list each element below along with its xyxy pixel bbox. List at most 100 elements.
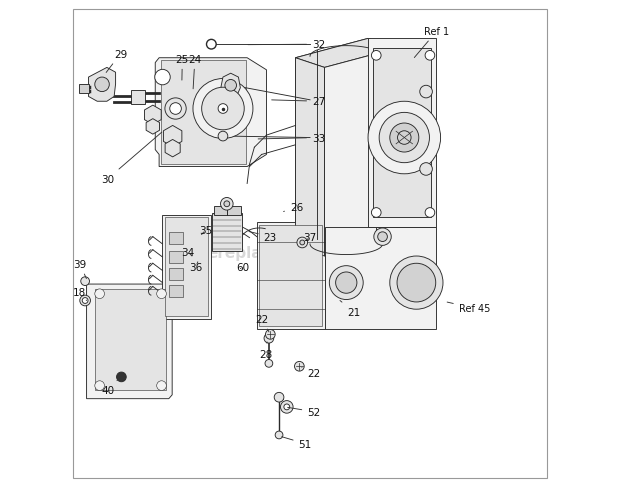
- Circle shape: [80, 296, 91, 306]
- Circle shape: [335, 272, 357, 294]
- Text: 40: 40: [101, 379, 118, 395]
- Circle shape: [95, 289, 104, 299]
- Bar: [79, 85, 89, 93]
- Bar: [161, 61, 246, 165]
- Circle shape: [378, 232, 388, 242]
- Text: 51: 51: [281, 437, 312, 449]
- Text: 29: 29: [106, 50, 127, 73]
- Text: 24: 24: [188, 55, 202, 90]
- Polygon shape: [212, 214, 242, 252]
- Bar: [165, 218, 208, 317]
- Polygon shape: [144, 106, 161, 125]
- Text: 22: 22: [255, 314, 269, 332]
- Text: 27: 27: [272, 97, 326, 107]
- Polygon shape: [257, 223, 324, 329]
- Polygon shape: [89, 68, 115, 102]
- Circle shape: [224, 201, 230, 207]
- Circle shape: [374, 228, 391, 246]
- Text: 52: 52: [288, 407, 321, 417]
- Circle shape: [280, 401, 293, 413]
- Polygon shape: [296, 39, 368, 247]
- Circle shape: [265, 360, 273, 367]
- Circle shape: [274, 393, 284, 402]
- Circle shape: [329, 266, 363, 300]
- Circle shape: [155, 70, 170, 86]
- Circle shape: [420, 163, 432, 176]
- Circle shape: [95, 381, 104, 391]
- Bar: [169, 252, 184, 264]
- Circle shape: [82, 298, 88, 304]
- Circle shape: [275, 431, 283, 439]
- Circle shape: [425, 208, 435, 218]
- Polygon shape: [221, 74, 241, 102]
- Circle shape: [300, 241, 304, 245]
- Text: 33: 33: [258, 133, 326, 143]
- Text: 22: 22: [302, 368, 321, 378]
- Polygon shape: [368, 39, 436, 227]
- Circle shape: [297, 238, 308, 248]
- Circle shape: [221, 198, 233, 211]
- Circle shape: [170, 104, 182, 115]
- Circle shape: [165, 99, 186, 120]
- Text: Ref 1: Ref 1: [414, 27, 450, 59]
- Text: 18: 18: [73, 287, 87, 301]
- Text: 25: 25: [175, 55, 189, 81]
- Circle shape: [265, 330, 275, 339]
- Circle shape: [425, 51, 435, 61]
- Text: 60: 60: [237, 262, 250, 272]
- Text: 35: 35: [199, 226, 212, 235]
- Polygon shape: [146, 120, 159, 135]
- Text: ereplacementparts.com: ereplacementparts.com: [208, 245, 412, 260]
- Circle shape: [81, 277, 89, 286]
- Circle shape: [368, 102, 441, 174]
- Polygon shape: [165, 140, 180, 158]
- Circle shape: [95, 78, 109, 92]
- Circle shape: [193, 79, 253, 139]
- Text: 37: 37: [303, 232, 317, 242]
- Text: 21: 21: [340, 301, 360, 317]
- Circle shape: [284, 404, 290, 410]
- Polygon shape: [155, 59, 267, 167]
- Bar: [131, 91, 144, 105]
- Bar: [95, 289, 166, 391]
- Circle shape: [420, 86, 432, 99]
- Circle shape: [264, 333, 273, 343]
- Circle shape: [390, 124, 419, 153]
- Bar: [169, 269, 184, 281]
- Circle shape: [157, 289, 166, 299]
- Circle shape: [397, 132, 411, 145]
- Circle shape: [218, 132, 228, 142]
- Bar: [259, 225, 322, 326]
- Text: 26: 26: [283, 202, 303, 212]
- Text: 39: 39: [73, 259, 86, 279]
- Text: 34: 34: [182, 248, 195, 257]
- Polygon shape: [296, 59, 324, 257]
- Text: Ref 45: Ref 45: [447, 302, 490, 314]
- Bar: [169, 286, 184, 298]
- Circle shape: [117, 372, 126, 382]
- Text: 32: 32: [248, 40, 326, 50]
- Circle shape: [371, 208, 381, 218]
- Bar: [373, 49, 431, 218]
- Polygon shape: [87, 285, 172, 399]
- Polygon shape: [164, 126, 182, 148]
- Polygon shape: [324, 227, 436, 329]
- Bar: [169, 232, 184, 244]
- Bar: [215, 207, 241, 215]
- Circle shape: [225, 80, 236, 92]
- Circle shape: [294, 362, 304, 371]
- Text: 23: 23: [249, 232, 277, 242]
- Text: 36: 36: [189, 262, 203, 272]
- Circle shape: [397, 264, 436, 302]
- Circle shape: [371, 51, 381, 61]
- Circle shape: [218, 105, 228, 114]
- Circle shape: [379, 113, 430, 163]
- Polygon shape: [296, 39, 397, 68]
- Text: 28: 28: [259, 342, 272, 359]
- Circle shape: [157, 381, 166, 391]
- Polygon shape: [324, 49, 397, 257]
- Circle shape: [202, 88, 244, 131]
- Bar: [162, 215, 211, 319]
- Text: 30: 30: [101, 133, 162, 184]
- Circle shape: [390, 257, 443, 310]
